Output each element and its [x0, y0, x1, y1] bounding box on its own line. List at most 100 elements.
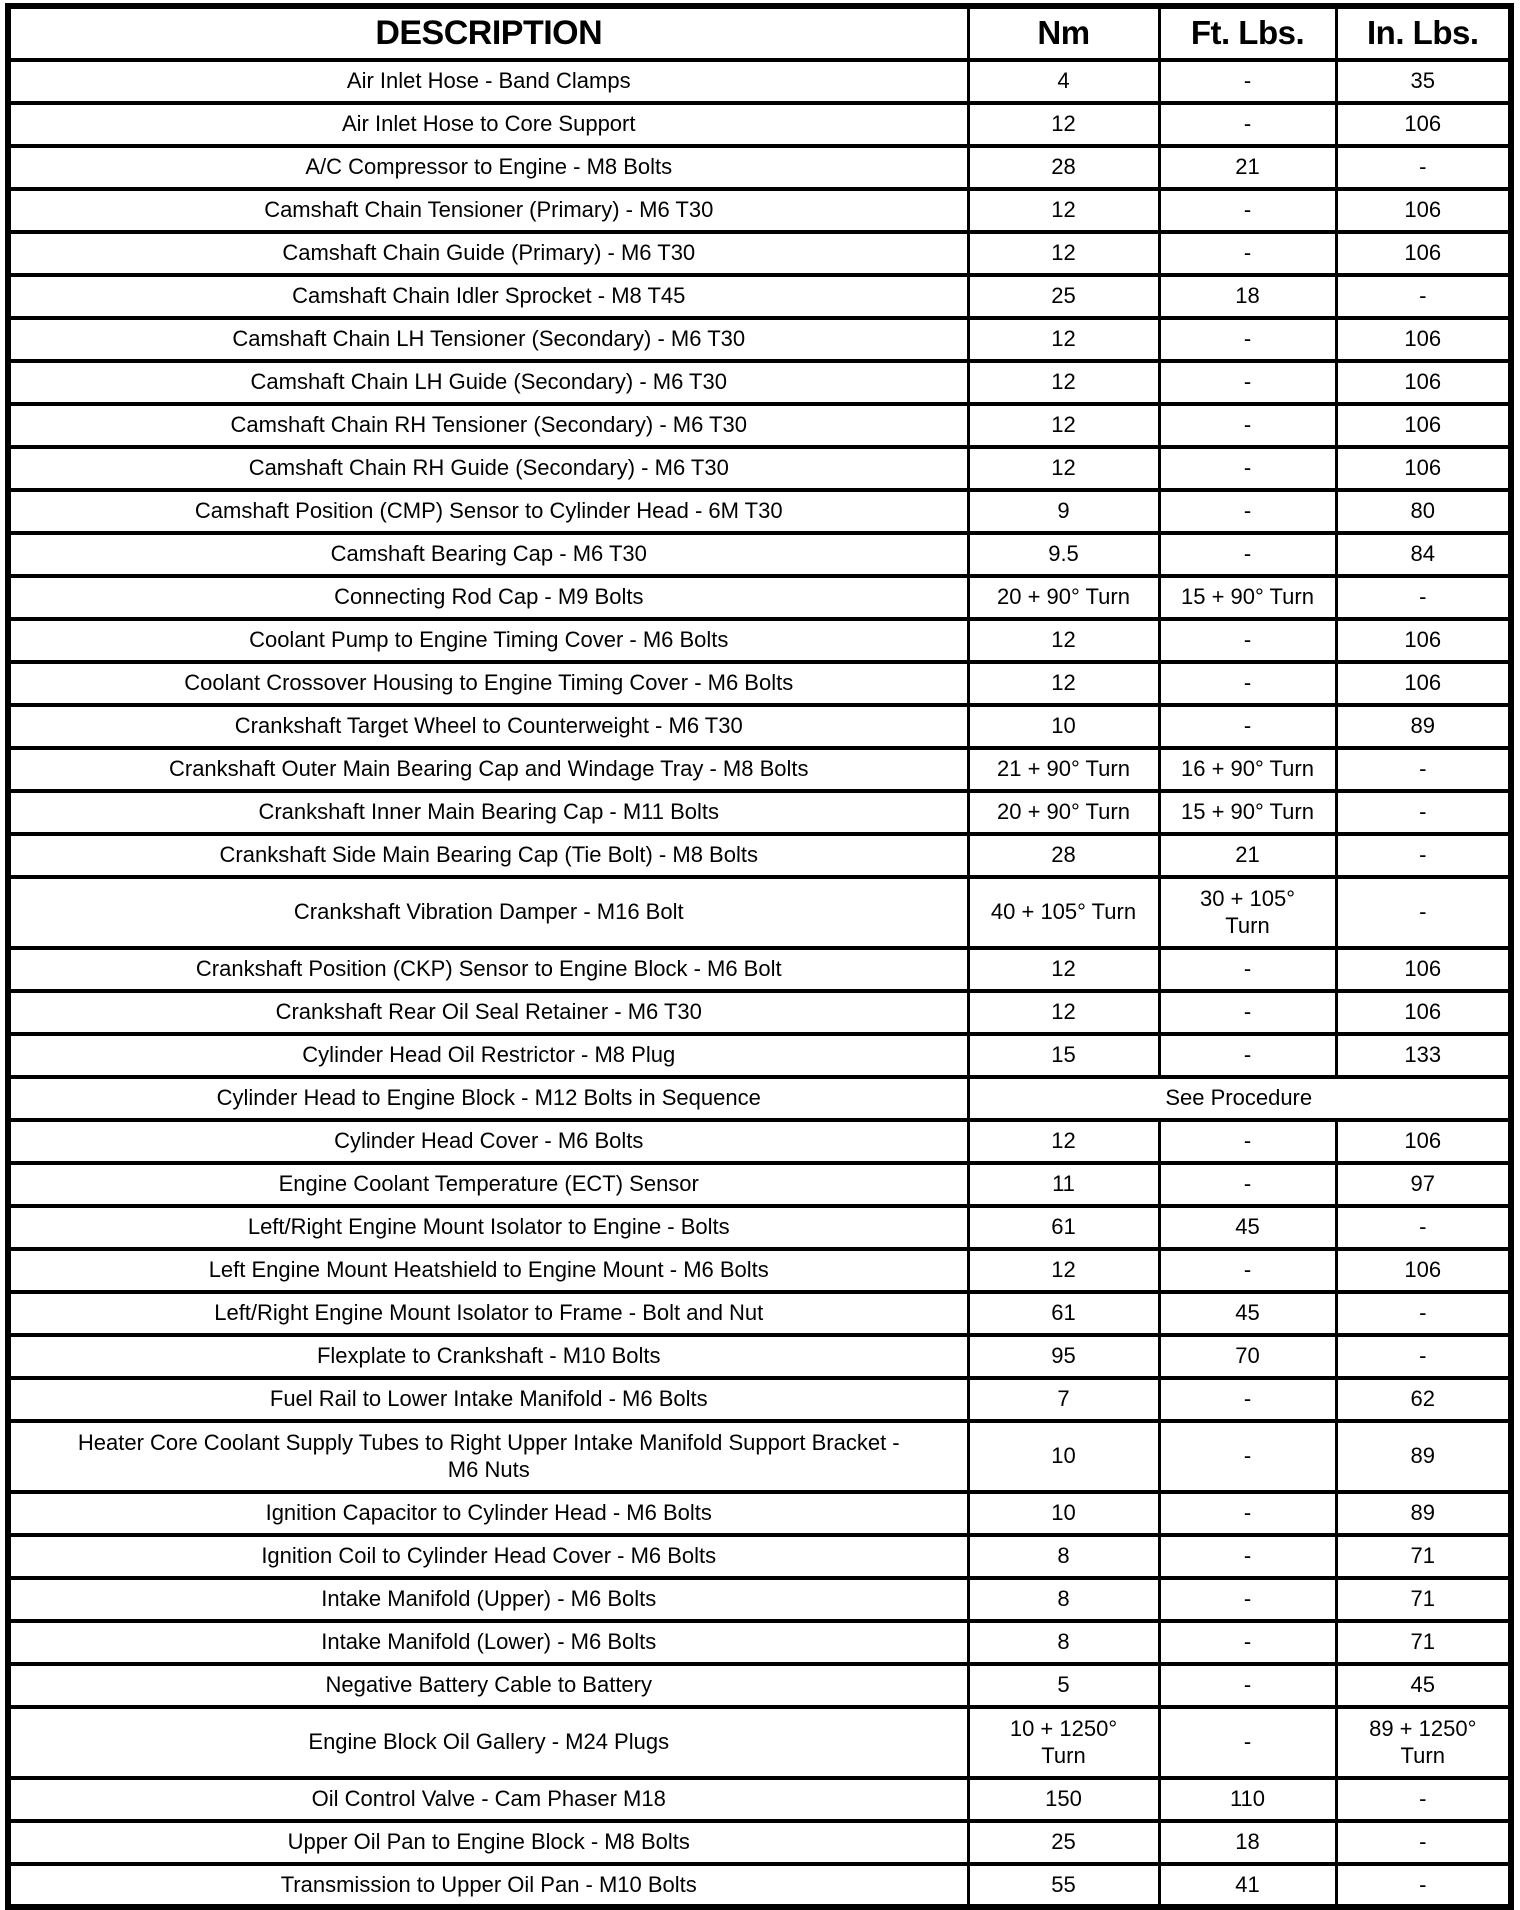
table-row: Coolant Crossover Housing to Engine Timi…: [6, 660, 1513, 707]
description-cell: Coolant Pump to Engine Timing Cover - M6…: [6, 617, 970, 664]
ft-lbs-cell: -: [1157, 187, 1338, 234]
ft-lbs-cell: -: [1157, 488, 1338, 535]
table-row: Crankshaft Target Wheel to Counterweight…: [6, 703, 1513, 750]
nm-cell: 28: [966, 832, 1161, 879]
description-cell: Ignition Capacitor to Cylinder Head - M6…: [6, 1490, 970, 1537]
in-lbs-cell: 106: [1334, 1118, 1513, 1165]
nm-cell: 10 + 1250° Turn: [966, 1705, 1161, 1780]
table-row: Camshaft Chain RH Tensioner (Secondary) …: [6, 402, 1513, 449]
ft-lbs-cell: -: [1157, 1533, 1338, 1580]
description-cell: Cylinder Head Cover - M6 Bolts: [6, 1118, 970, 1165]
in-lbs-cell: -: [1334, 273, 1513, 320]
nm-cell: 12: [966, 402, 1161, 449]
in-lbs-cell: -: [1334, 574, 1513, 621]
description-cell: Camshaft Chain Idler Sprocket - M8 T45: [6, 273, 970, 320]
in-lbs-cell: 106: [1334, 660, 1513, 707]
in-lbs-cell: 45: [1334, 1662, 1513, 1709]
in-lbs-cell: 106: [1334, 989, 1513, 1036]
ft-lbs-cell: 21: [1157, 832, 1338, 879]
in-lbs-cell: -: [1334, 1204, 1513, 1251]
ft-lbs-cell: -: [1157, 1247, 1338, 1294]
description-cell: Air Inlet Hose - Band Clamps: [6, 58, 970, 105]
table-row: Left Engine Mount Heatshield to Engine M…: [6, 1247, 1513, 1294]
nm-cell: 12: [966, 946, 1161, 993]
description-cell: Crankshaft Vibration Damper - M16 Bolt: [6, 875, 970, 950]
nm-cell: 25: [966, 273, 1161, 320]
description-cell: Crankshaft Rear Oil Seal Retainer - M6 T…: [6, 989, 970, 1036]
description-cell: Left/Right Engine Mount Isolator to Fram…: [6, 1290, 970, 1337]
nm-cell: 28: [966, 144, 1161, 191]
in-lbs-cell: 80: [1334, 488, 1513, 535]
table-row: Camshaft Chain LH Tensioner (Secondary) …: [6, 316, 1513, 363]
in-lbs-cell: -: [1334, 1819, 1513, 1866]
in-lbs-cell: -: [1334, 144, 1513, 191]
nm-cell: 12: [966, 445, 1161, 492]
nm-cell: 61: [966, 1204, 1161, 1251]
ft-lbs-cell: -: [1157, 101, 1338, 148]
description-cell: Intake Manifold (Upper) - M6 Bolts: [6, 1576, 970, 1623]
ft-lbs-cell: 30 + 105° Turn: [1157, 875, 1338, 950]
ft-lbs-cell: -: [1157, 946, 1338, 993]
ft-lbs-cell: -: [1157, 1419, 1338, 1494]
nm-cell: 61: [966, 1290, 1161, 1337]
table-row: Negative Battery Cable to Battery 5-45: [6, 1662, 1513, 1709]
in-lbs-cell: 71: [1334, 1576, 1513, 1623]
nm-cell: 10: [966, 1490, 1161, 1537]
ft-lbs-cell: -: [1157, 1376, 1338, 1423]
description-cell: Camshaft Chain LH Tensioner (Secondary) …: [6, 316, 970, 363]
in-lbs-cell: 97: [1334, 1161, 1513, 1208]
table-row: Camshaft Chain LH Guide (Secondary) - M6…: [6, 359, 1513, 406]
table-body: Air Inlet Hose - Band Clamps 4-35 Air Inle…: [6, 58, 1513, 1909]
table-row: Flexplate to Crankshaft - M10 Bolts 95 70-: [6, 1333, 1513, 1380]
table-row: Camshaft Bearing Cap - M6 T30 9.5-84: [6, 531, 1513, 578]
description-cell: Crankshaft Target Wheel to Counterweight…: [6, 703, 970, 750]
table-row: Air Inlet Hose to Core Support 12-106: [6, 101, 1513, 148]
nm-cell: 12: [966, 989, 1161, 1036]
nm-cell: 55: [966, 1862, 1161, 1909]
ft-lbs-cell: -: [1157, 1032, 1338, 1079]
table-row: Intake Manifold (Upper) - M6 Bolts 8-71: [6, 1576, 1513, 1623]
description-cell: Crankshaft Position (CKP) Sensor to Engi…: [6, 946, 970, 993]
table-row: Crankshaft Position (CKP) Sensor to Engi…: [6, 946, 1513, 993]
nm-cell: 8: [966, 1533, 1161, 1580]
table-row: Upper Oil Pan to Engine Block - M8 Bolts…: [6, 1819, 1513, 1866]
table-row: Ignition Capacitor to Cylinder Head - M6…: [6, 1490, 1513, 1537]
table-row: Transmission to Upper Oil Pan - M10 Bolt…: [6, 1862, 1513, 1909]
description-cell: Transmission to Upper Oil Pan - M10 Bolt…: [6, 1862, 970, 1909]
nm-cell: 8: [966, 1619, 1161, 1666]
ft-lbs-cell: 41: [1157, 1862, 1338, 1909]
table-row: Crankshaft Rear Oil Seal Retainer - M6 T…: [6, 989, 1513, 1036]
ft-lbs-cell: -: [1157, 1576, 1338, 1623]
in-lbs-column-header: In. Lbs.: [1334, 4, 1513, 62]
in-lbs-cell: 106: [1334, 445, 1513, 492]
ft-lbs-cell: 70: [1157, 1333, 1338, 1380]
table-row: Crankshaft Inner Main Bearing Cap - M11 …: [6, 789, 1513, 836]
nm-cell: 10: [966, 1419, 1161, 1494]
ft-lbs-cell: -: [1157, 1705, 1338, 1780]
in-lbs-cell: 71: [1334, 1533, 1513, 1580]
description-column-header: DESCRIPTION: [6, 4, 970, 62]
header-row: DESCRIPTION Nm Ft. Lbs. In. Lbs.: [6, 4, 1513, 62]
table-row: Camshaft Chain Idler Sprocket - M8 T45 25…: [6, 273, 1513, 320]
description-cell: Air Inlet Hose to Core Support: [6, 101, 970, 148]
table-row: Engine Block Oil Gallery - M24 Plugs 10 +…: [6, 1705, 1513, 1780]
nm-column-header: Nm: [966, 4, 1161, 62]
ft-lbs-cell: -: [1157, 703, 1338, 750]
description-cell: Intake Manifold (Lower) - M6 Bolts: [6, 1619, 970, 1666]
ft-lbs-cell: -: [1157, 230, 1338, 277]
description-cell: Camshaft Position (CMP) Sensor to Cylind…: [6, 488, 970, 535]
in-lbs-cell: 62: [1334, 1376, 1513, 1423]
table-row: Fuel Rail to Lower Intake Manifold - M6 …: [6, 1376, 1513, 1423]
nm-cell: 12: [966, 359, 1161, 406]
nm-cell: 10: [966, 703, 1161, 750]
ft-lbs-cell: 45: [1157, 1290, 1338, 1337]
ft-lbs-cell: -: [1157, 1662, 1338, 1709]
ft-lbs-cell: -: [1157, 58, 1338, 105]
ft-lbs-cell: -: [1157, 1118, 1338, 1165]
in-lbs-cell: 106: [1334, 402, 1513, 449]
in-lbs-cell: 106: [1334, 230, 1513, 277]
torque-spec-table: DESCRIPTION Nm Ft. Lbs. In. Lbs. Air Inl…: [5, 3, 1514, 1910]
in-lbs-cell: 89: [1334, 703, 1513, 750]
in-lbs-cell: 106: [1334, 359, 1513, 406]
